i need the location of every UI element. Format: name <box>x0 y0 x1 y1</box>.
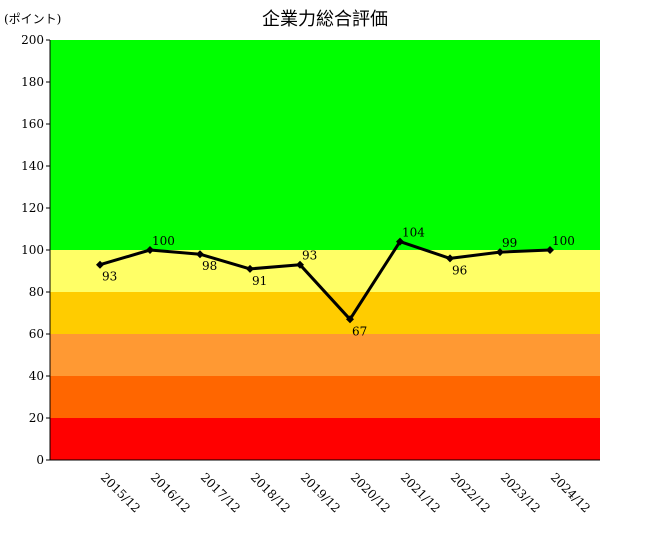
y-tick-label: 160 <box>21 117 44 131</box>
data-label: 93 <box>302 249 317 263</box>
x-tick-label: 2022/12 <box>448 470 493 515</box>
x-tick-label: 2024/12 <box>548 470 593 515</box>
data-labels: 93 100 98 91 93 67 104 96 99 100 <box>102 226 575 339</box>
y-tick-label: 20 <box>29 411 44 425</box>
data-point <box>246 264 254 273</box>
data-label: 98 <box>202 259 217 273</box>
data-point <box>346 315 354 324</box>
y-tick-label: 60 <box>29 327 44 341</box>
x-tick-label: 2020/12 <box>348 470 393 515</box>
data-label: 93 <box>102 270 117 284</box>
band-20-40 <box>50 376 600 418</box>
data-label: 91 <box>252 274 267 288</box>
chart-title: 企業力総合評価 <box>262 9 388 30</box>
y-tick-label: 200 <box>21 33 44 47</box>
data-point <box>146 246 154 254</box>
y-tick-label: 140 <box>21 159 44 173</box>
x-tick-label: 2021/12 <box>398 470 443 515</box>
band-0-20 <box>50 418 600 460</box>
band-80-100 <box>50 250 600 292</box>
band-40-60 <box>50 334 600 376</box>
data-label: 100 <box>552 234 575 248</box>
band-100-200 <box>50 40 600 250</box>
data-point <box>396 237 404 246</box>
data-label: 99 <box>502 236 517 250</box>
x-tick-label: 2016/12 <box>148 470 193 515</box>
data-label: 67 <box>352 324 367 338</box>
x-tick-labels: 2015/12 2016/12 2017/12 2018/12 2019/12 2020/… <box>98 470 593 515</box>
band-60-80 <box>50 292 600 334</box>
data-point <box>96 260 104 269</box>
background-bands <box>50 40 600 460</box>
data-label: 104 <box>402 226 425 240</box>
y-tick-label: 100 <box>21 243 44 257</box>
series-line <box>99 240 551 321</box>
y-tick-label: 180 <box>21 75 44 89</box>
y-tick-labels: 0 20 40 60 80 100 120 140 160 180 200 <box>21 33 50 467</box>
data-point <box>296 260 304 269</box>
data-point <box>196 250 204 259</box>
x-tick-label: 2019/12 <box>298 470 343 515</box>
x-tick-label: 2023/12 <box>498 470 543 515</box>
data-point <box>446 254 454 263</box>
y-tick-label: 40 <box>29 369 44 383</box>
y-tick-label: 120 <box>21 201 44 215</box>
data-point <box>546 246 554 254</box>
x-tick-label: 2017/12 <box>198 470 243 515</box>
data-label: 96 <box>452 263 467 277</box>
x-tick-label: 2018/12 <box>248 470 293 515</box>
x-tick-label: 2015/12 <box>98 470 143 515</box>
data-label: 100 <box>152 234 175 248</box>
data-point <box>496 248 504 257</box>
y-tick-label: 0 <box>36 453 44 467</box>
y-axis-unit-label: (ポイント) <box>4 12 61 26</box>
series-layer <box>96 237 554 324</box>
y-tick-label: 80 <box>29 285 44 299</box>
